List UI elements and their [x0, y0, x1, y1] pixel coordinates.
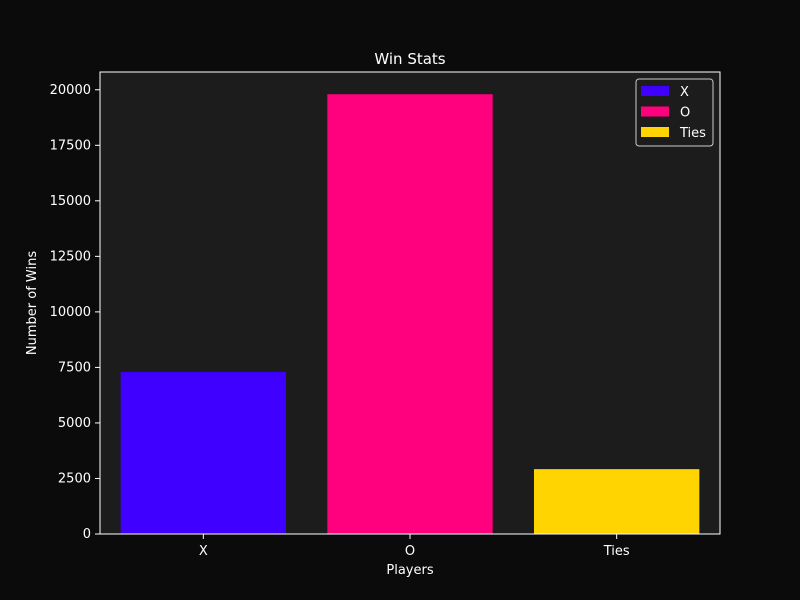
plot-frame — [99, 71, 721, 535]
x-axis-label: Players — [386, 563, 433, 578]
x-axis: X O Ties — [199, 534, 630, 559]
x-tick-label: Ties — [603, 544, 630, 559]
x-tick-label: X — [199, 544, 208, 559]
y-tick-label: 15000 — [50, 194, 91, 209]
legend-swatch — [641, 127, 669, 137]
bars-group — [120, 94, 700, 534]
legend: XO Ties — [635, 78, 714, 147]
legend-label: Ties — [679, 126, 706, 141]
y-tick-label: 12500 — [50, 249, 91, 264]
chart-title: Win Stats — [374, 50, 445, 68]
y-axis: 0 2500 5000 7500 10000 12500 15000 17500 20000 — [50, 83, 100, 542]
y-tick-label: 17500 — [50, 138, 91, 153]
y-tick-label: 10000 — [50, 305, 91, 320]
y-tick-label: 5000 — [58, 416, 91, 431]
bar-o — [327, 94, 493, 534]
y-tick-label: 2500 — [58, 471, 91, 486]
y-axis-label: Number of Wins — [25, 251, 40, 355]
legend-swatch — [641, 86, 669, 96]
legend-label: O — [680, 106, 690, 121]
bar-ties — [534, 469, 700, 534]
x-tick-label: O — [405, 544, 415, 559]
y-tick-label: 20000 — [50, 83, 91, 98]
legend-swatch — [641, 106, 669, 117]
bar-x — [120, 371, 287, 534]
y-tick-label: 7500 — [58, 360, 91, 375]
legend-label: X — [680, 85, 689, 100]
y-tick-label: 0 — [83, 527, 91, 542]
